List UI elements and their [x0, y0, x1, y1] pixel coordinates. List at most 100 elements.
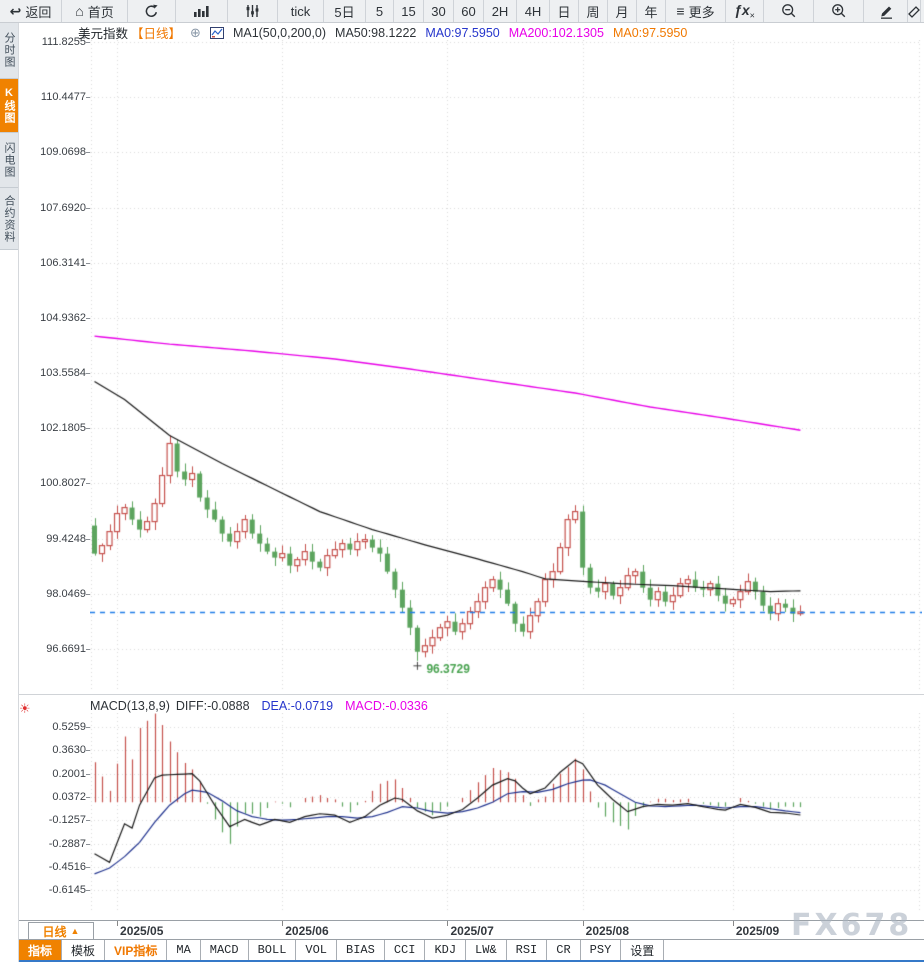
refresh-icon	[144, 4, 159, 19]
toolbar-tick-label: tick	[290, 3, 311, 19]
toolbar-fx-button[interactable]: ƒx×	[726, 0, 764, 22]
price-axis-tick	[86, 538, 90, 540]
price-axis-tick	[86, 373, 90, 375]
bar-chart-icon	[193, 4, 210, 18]
macd-header: MACD(13,8,9) DIFF:-0.0888 DEA:-0.0719 MA…	[90, 699, 428, 713]
macd-axis-tick	[86, 796, 90, 798]
footer-tab-lw[interactable]: LW&	[466, 940, 507, 960]
toolbar-period-day-button[interactable]: 日	[550, 0, 579, 22]
macd-axis-label: -0.2887	[48, 837, 86, 850]
toolbar-period-2h-button[interactable]: 2H	[484, 0, 517, 22]
sidebar-tab-contract-info[interactable]: 合约资料	[0, 188, 18, 250]
toolbar-period-5d-label: 5日	[334, 4, 355, 20]
footer-tab-kdj[interactable]: KDJ	[425, 940, 467, 960]
macd-diff-value: DIFF:-0.0888	[175, 699, 250, 713]
symbol-name: 美元指数	[78, 27, 129, 41]
toolbar-more-button[interactable]: ≡ 更多	[666, 0, 726, 22]
macd-chart-canvas[interactable]	[90, 713, 922, 913]
ma-settings-icon[interactable]	[209, 26, 224, 39]
menu-icon: ≡	[676, 3, 685, 19]
toolbar-back-button[interactable]: ↩ 返回	[0, 0, 62, 22]
price-axis-label: 96.6691	[46, 642, 86, 655]
ma-param-label: MA1(50,0,200,0)	[232, 25, 327, 40]
toolbar-zoom-in-button[interactable]	[814, 0, 864, 22]
footer-tab-rsi[interactable]: RSI	[507, 940, 548, 960]
period-tag: 【日线】	[131, 27, 182, 41]
left-sidebar: 分时图 K线图 闪电图 合约资料	[0, 22, 19, 962]
indicator-settings-icon[interactable]: ☀	[19, 701, 31, 716]
ma50-value: MA50:98.1222	[335, 25, 417, 40]
price-axis: 111.8255 110.4477 109.0698 107.6920 106.3141…	[0, 36, 90, 692]
footer-tab-psy[interactable]: PSY	[581, 940, 622, 960]
footer-tab-bias[interactable]: BIAS	[337, 940, 385, 960]
macd-title: MACD(13,8,9)	[90, 699, 170, 713]
price-axis-label: 102.1805	[40, 422, 86, 435]
zoom-in-icon	[831, 3, 847, 19]
price-axis-tick	[86, 207, 90, 209]
ma0-value-orange: MA0:97.5950	[612, 25, 688, 40]
toolbar-more-label: 更多	[688, 4, 715, 20]
macd-axis-label: 0.5259	[52, 721, 86, 734]
toolbar-period-week-label: 周	[586, 4, 600, 20]
toolbar-period-15-label: 15	[401, 3, 416, 19]
toolbar-period-5-button[interactable]: 5	[366, 0, 394, 22]
price-axis-label: 98.0469	[46, 587, 86, 600]
macd-axis-tick	[86, 727, 90, 729]
footer-tab-settings[interactable]: 设置	[621, 940, 665, 960]
toolbar-period-4h-button[interactable]: 4H	[517, 0, 550, 22]
toolbar-indicator-adjust-button[interactable]	[228, 0, 278, 22]
toolbar-period-60-button[interactable]: 60	[454, 0, 484, 22]
toolbar-period-4h-label: 4H	[524, 3, 542, 19]
toolbar-refresh-button[interactable]	[128, 0, 176, 22]
toolbar-period-30-button[interactable]: 30	[424, 0, 454, 22]
toolbar-home-label: 首页	[87, 4, 114, 20]
toolbar-period-2h-label: 2H	[491, 3, 509, 19]
toolbar-tick-button[interactable]: tick	[278, 0, 324, 22]
toolbar-period-5-label: 5	[375, 3, 384, 19]
footer-tab-vip-indicators[interactable]: VIP指标	[105, 940, 168, 960]
sidebar-tab-lightning[interactable]: 闪电图	[0, 133, 18, 188]
macd-value: MACD:-0.0336	[345, 699, 428, 713]
toolbar-edge-partial-button[interactable]	[908, 0, 921, 22]
toolbar-home-button[interactable]: ⌂ 首页	[62, 0, 128, 22]
period-selector-label: 日线	[42, 924, 67, 939]
footer-tab-macd[interactable]: MACD	[201, 940, 249, 960]
macd-axis-tick	[86, 866, 90, 868]
toolbar-back-label: 返回	[25, 4, 52, 20]
footer-tab-boll[interactable]: BOLL	[249, 940, 297, 960]
footer-tab-templates[interactable]: 模板	[62, 940, 106, 960]
toolbar-period-week-button[interactable]: 周	[579, 0, 608, 22]
macd-axis-label: 0.3630	[52, 744, 86, 757]
toolbar-period-day-label: 日	[557, 4, 571, 20]
ma200-value: MA200:102.1305	[508, 25, 604, 40]
toolbar-period-year-button[interactable]: 年	[637, 0, 666, 22]
price-axis-tick	[86, 593, 90, 595]
toolbar-chart-type-button[interactable]	[176, 0, 228, 22]
period-selector[interactable]: 日线 ▲	[28, 922, 94, 940]
footer-tab-vol[interactable]: VOL	[296, 940, 338, 960]
chevron-up-icon: ▲	[70, 926, 80, 936]
toolbar-period-15-button[interactable]: 15	[394, 0, 424, 22]
home-icon: ⌂	[75, 3, 84, 19]
xaxis-date-label: 2025/06	[285, 924, 329, 938]
compare-icon[interactable]: ⊕	[190, 25, 201, 40]
footer-tab-ma[interactable]: MA	[167, 940, 201, 960]
footer-tab-cci[interactable]: CCI	[385, 940, 426, 960]
price-axis-tick	[86, 648, 90, 650]
macd-axis-label: -0.4516	[48, 860, 86, 873]
price-chart-canvas[interactable]	[90, 40, 922, 692]
sidebar-tab-time-share[interactable]: 分时图	[0, 22, 18, 79]
xaxis-date-label: 2025/08	[585, 924, 630, 938]
toolbar-zoom-out-button[interactable]	[764, 0, 814, 22]
footer-tab-cr[interactable]: CR	[547, 940, 581, 960]
xaxis-date-label: 2025/09	[735, 924, 780, 938]
partial-icon	[908, 4, 920, 19]
toolbar-period-month-button[interactable]: 月	[608, 0, 637, 22]
toolbar-period-5d-button[interactable]: 5日	[324, 0, 366, 22]
toolbar-draw-button[interactable]	[864, 0, 908, 22]
back-arrow-icon: ↩	[9, 3, 22, 19]
price-axis-label: 103.5584	[40, 367, 86, 380]
sidebar-tab-kline[interactable]: K线图	[0, 79, 18, 133]
footer-tab-indicators[interactable]: 指标	[19, 940, 63, 960]
price-axis-tick	[86, 428, 90, 430]
